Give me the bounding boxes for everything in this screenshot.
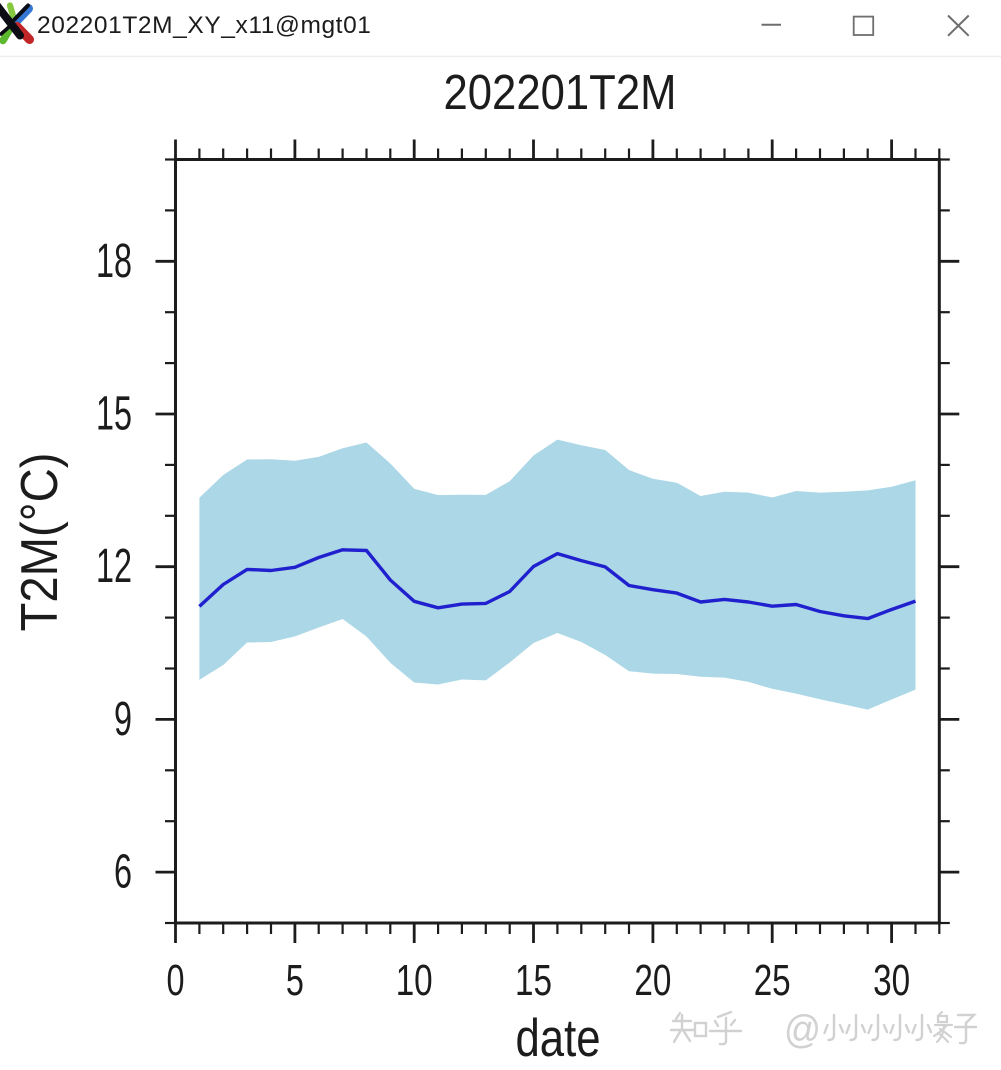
svg-text:20: 20 [634,956,671,1005]
svg-text:@: @ [784,1008,821,1052]
svg-text:9: 9 [114,693,132,746]
svg-text:12: 12 [96,540,132,593]
svg-text:10: 10 [396,956,433,1005]
svg-text:0: 0 [167,956,185,1005]
svg-text:18: 18 [96,235,132,288]
svg-text:T2M(°C): T2M(°C) [11,453,69,632]
svg-text:30: 30 [873,956,910,1005]
svg-text:202201T2M_XY_x11@mgt01: 202201T2M_XY_x11@mgt01 [37,12,372,39]
svg-text:202201T2M: 202201T2M [444,65,677,120]
svg-text:25: 25 [754,956,791,1005]
svg-text:6: 6 [114,846,132,899]
svg-text:15: 15 [96,388,132,441]
svg-text:date: date [516,1009,601,1068]
svg-text:5: 5 [286,956,304,1005]
svg-text:15: 15 [515,956,552,1005]
